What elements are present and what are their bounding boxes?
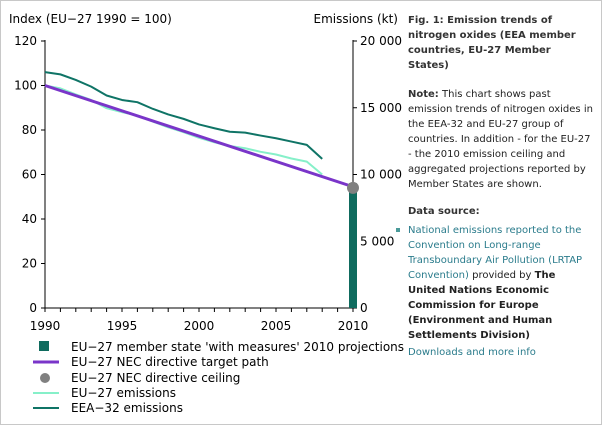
data-source-org: The United Nations Economic Commission f… (408, 270, 556, 341)
x-tick-label: 2010 (338, 319, 369, 333)
figure-title: Fig. 1: Emission trends of nitrogen oxid… (408, 15, 576, 71)
eea32-line (44, 71, 323, 160)
right-tick-label: 10 000 (360, 168, 402, 182)
left-tick-label: 80 (22, 123, 37, 137)
left-tick-label: 60 (22, 168, 37, 182)
side-panel: Fig. 1: Emission trends of nitrogen oxid… (396, 13, 594, 360)
legend-item-ceiling: EU−27 NEC directive ceiling (40, 371, 240, 385)
note-text: This chart shows past emission trends of… (408, 89, 593, 190)
right-tick-label: 15 000 (360, 101, 402, 115)
data-source-link[interactable]: National emissions reported to the Conve… (408, 225, 583, 281)
legend-item-eea32: EEA−32 emissions (33, 401, 183, 415)
legend-swatch-ceiling (40, 373, 50, 383)
legend-item-projections: EU−27 member state 'with measures' 2010 … (39, 340, 404, 354)
left-tick-label: 120 (14, 34, 37, 48)
target-path-line (44, 84, 354, 189)
chart-marks (44, 71, 359, 308)
left-tick-label: 0 (29, 301, 37, 315)
legend-label-target-path: EU−27 NEC directive target path (71, 355, 269, 369)
legend-label-eea32: EEA−32 emissions (71, 401, 183, 415)
x-tick-label: 1995 (107, 319, 138, 333)
bullet-icon (396, 228, 400, 232)
right-axis-title: Emissions (kt) (314, 12, 398, 26)
data-source-provided-by: provided by (472, 270, 532, 281)
legend-label-ceiling: EU−27 NEC directive ceiling (71, 371, 240, 385)
x-tick-label: 1990 (30, 319, 61, 333)
x-tick-label: 2005 (261, 319, 292, 333)
right-tick-label: 20 000 (360, 34, 402, 48)
right-tick-label: 5 000 (360, 234, 394, 248)
ceiling-point (347, 181, 359, 194)
legend-item-target-path: EU−27 NEC directive target path (33, 355, 269, 369)
downloads-link[interactable]: Downloads and more info (408, 347, 536, 358)
legend-swatch-projections (39, 341, 49, 351)
legend-item-eu27: EU−27 emissions (33, 386, 176, 400)
left-tick-label: 20 (22, 257, 37, 271)
axis-ticks: 0 20 40 60 80 100 120 0 5 000 10 000 15 000 20 000 1… (14, 34, 402, 333)
right-tick-label: 0 (360, 301, 368, 315)
projection-bar (349, 183, 357, 308)
x-tick-label: 2000 (184, 319, 215, 333)
left-axis-title: Index (EU−27 1990 = 100) (9, 12, 172, 26)
legend-label-eu27: EU−27 emissions (71, 386, 176, 400)
data-source-label: Data source: (408, 206, 480, 217)
data-source: National emissions reported to the Conve… (396, 223, 594, 343)
note: Note: This chart shows past emission tre… (408, 87, 594, 192)
left-tick-label: 100 (14, 79, 37, 93)
note-label: Note: (408, 89, 439, 100)
legend-label-projections: EU−27 member state 'with measures' 2010 … (71, 340, 404, 354)
legend: EU−27 member state 'with measures' 2010 … (33, 340, 404, 415)
left-tick-label: 40 (22, 212, 37, 226)
